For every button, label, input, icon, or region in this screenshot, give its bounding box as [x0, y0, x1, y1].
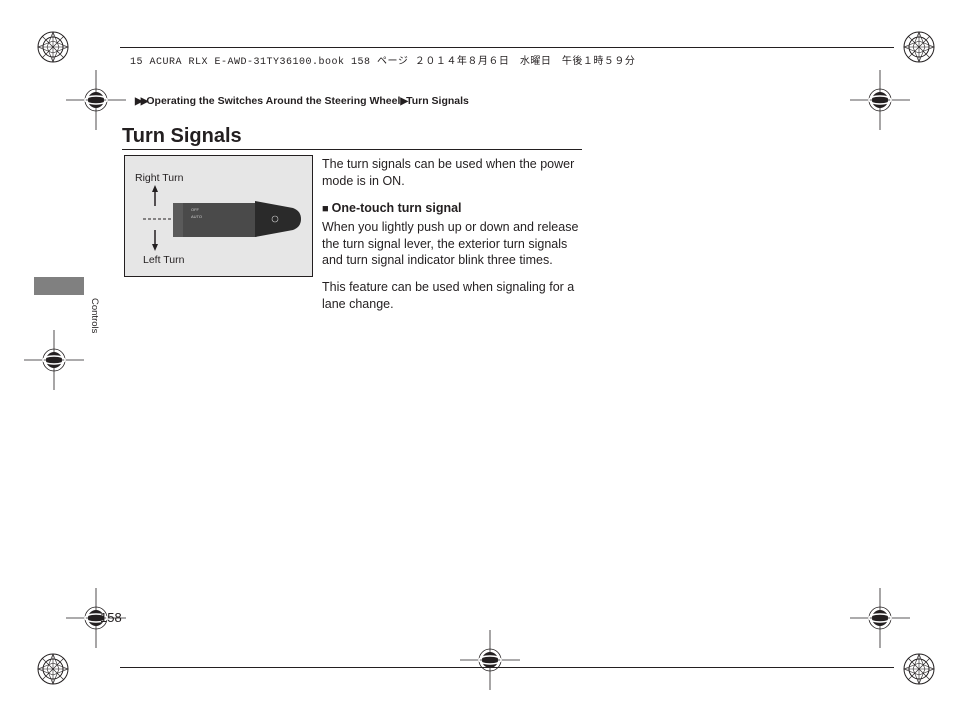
header-rule: [120, 47, 894, 48]
reg-mark-bottom-left: [36, 652, 70, 686]
reg-mark-top-left: [36, 30, 70, 64]
crosshair-left-mid: [24, 330, 84, 390]
breadcrumb: ▶▶Operating the Switches Around the Stee…: [135, 95, 469, 107]
crosshair-top-right: [850, 70, 910, 130]
body-text: The turn signals can be used when the po…: [322, 156, 587, 323]
breadcrumb-part2: Turn Signals: [406, 95, 469, 107]
footer-rule: [120, 667, 894, 668]
body-p3: This feature can be used when signaling …: [322, 279, 587, 313]
crosshair-top-left: [66, 70, 126, 130]
svg-text:OFF: OFF: [191, 207, 200, 212]
body-p2: When you lightly push up or down and rel…: [322, 219, 587, 270]
title-rule: [122, 149, 582, 150]
page-number: 158: [100, 610, 122, 625]
side-tab: [34, 277, 84, 295]
page-title: Turn Signals: [122, 125, 242, 148]
reg-mark-top-right: [902, 30, 936, 64]
crosshair-bottom-mid: [460, 630, 520, 690]
breadcrumb-part1: Operating the Switches Around the Steeri…: [146, 95, 400, 107]
body-subhead-text: One-touch turn signal: [332, 201, 462, 215]
turn-signal-figure: Right Turn Left Turn OFF AUTO: [124, 155, 313, 277]
side-section-label: Controls: [89, 298, 100, 333]
square-bullet-icon: ■: [322, 203, 329, 215]
body-p1: The turn signals can be used when the po…: [322, 156, 587, 190]
reg-mark-bottom-right: [902, 652, 936, 686]
body-subhead: ■One-touch turn signal: [322, 200, 587, 217]
svg-text:AUTO: AUTO: [191, 214, 202, 219]
breadcrumb-arrow-icon: ▶▶: [135, 96, 146, 107]
crosshair-bottom-right: [850, 588, 910, 648]
header-file-info: 15 ACURA RLX E-AWD-31TY36100.book 158 ペー…: [130, 52, 635, 68]
